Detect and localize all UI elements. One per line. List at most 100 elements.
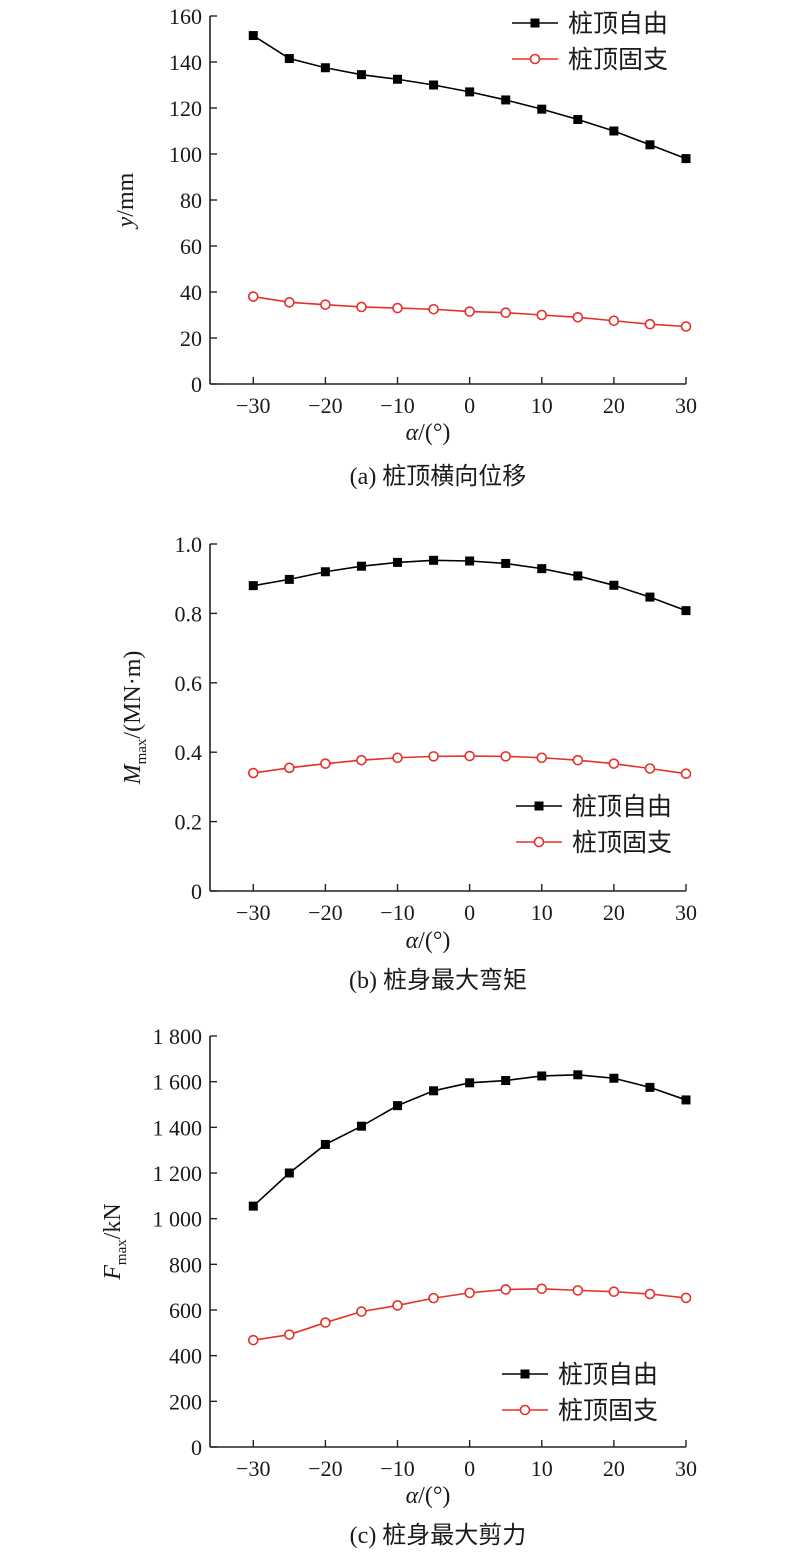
x-tick-label: −10 bbox=[380, 900, 414, 925]
legend-marker bbox=[534, 801, 544, 811]
data-point bbox=[428, 303, 439, 315]
data-point bbox=[573, 115, 583, 124]
series-2: 桩顶固支 bbox=[247, 750, 692, 857]
data-point bbox=[609, 1073, 619, 1083]
data-point bbox=[572, 311, 584, 323]
data-point bbox=[464, 1287, 475, 1299]
data-point bbox=[247, 767, 259, 779]
data-point bbox=[680, 768, 692, 780]
x-axis-title: α/(°) bbox=[406, 928, 451, 954]
data-point bbox=[284, 574, 294, 584]
x-tick-label: 20 bbox=[603, 393, 625, 418]
y-axis-title: Fmax/kN bbox=[100, 1203, 130, 1281]
data-point bbox=[392, 752, 403, 764]
data-point bbox=[393, 1101, 403, 1111]
data-point bbox=[645, 592, 655, 602]
data-point bbox=[284, 762, 295, 774]
y-tick-label: 20 bbox=[180, 326, 202, 351]
y-tick-label: 0 bbox=[191, 879, 202, 904]
data-point bbox=[608, 1286, 620, 1298]
data-point bbox=[537, 564, 547, 574]
x-tick-label: 10 bbox=[531, 393, 553, 418]
data-point bbox=[428, 751, 439, 762]
legend-marker bbox=[529, 53, 541, 65]
y-tick-label: 0 bbox=[191, 1435, 202, 1460]
data-point bbox=[429, 1086, 439, 1096]
data-point bbox=[356, 561, 366, 571]
data-point bbox=[572, 754, 584, 766]
chart-caption: (a) 桩顶横向位移 bbox=[350, 463, 527, 490]
data-point bbox=[248, 581, 258, 591]
y-tick-label: 400 bbox=[169, 1344, 202, 1369]
data-point bbox=[681, 154, 691, 164]
data-point bbox=[608, 315, 620, 327]
x-tick-label: −30 bbox=[236, 393, 270, 418]
data-point bbox=[247, 1334, 259, 1346]
y-tick-label: 1 600 bbox=[153, 1070, 203, 1095]
data-point bbox=[573, 571, 583, 581]
y-tick-label: 60 bbox=[180, 234, 202, 259]
data-point bbox=[284, 297, 295, 308]
y-tick-label: 0.6 bbox=[175, 671, 203, 696]
x-tick-label: −30 bbox=[236, 1456, 270, 1481]
data-point bbox=[573, 1070, 583, 1080]
series-line bbox=[253, 559, 687, 612]
x-tick-label: 20 bbox=[603, 1456, 625, 1481]
data-point bbox=[392, 1300, 403, 1311]
y-tick-label: 140 bbox=[169, 50, 202, 75]
data-point bbox=[356, 70, 366, 80]
y-tick-label: 1 200 bbox=[153, 1161, 203, 1186]
data-point bbox=[644, 318, 656, 330]
y-tick-label: 1 000 bbox=[153, 1207, 203, 1232]
y-tick-label: 200 bbox=[169, 1389, 202, 1414]
data-point bbox=[320, 63, 330, 73]
y-tick-label: 1.0 bbox=[175, 532, 203, 557]
data-point bbox=[356, 1306, 367, 1317]
y-tick-label: 800 bbox=[169, 1252, 202, 1277]
data-point bbox=[681, 606, 691, 616]
data-point bbox=[537, 1071, 547, 1081]
chart-caption: (b) 桩身最大弯矩 bbox=[349, 967, 527, 994]
data-point bbox=[609, 580, 619, 590]
data-point bbox=[356, 301, 367, 313]
data-point bbox=[248, 31, 258, 41]
series-2: 桩顶固支 bbox=[247, 1283, 692, 1425]
legend-label: 桩顶自由 bbox=[572, 793, 672, 821]
data-point bbox=[609, 126, 619, 136]
y-tick-label: 0.8 bbox=[175, 601, 203, 626]
data-point bbox=[465, 87, 475, 97]
y-tick-label: 600 bbox=[169, 1298, 202, 1323]
x-tick-label: 10 bbox=[531, 1456, 553, 1481]
data-point bbox=[681, 1095, 691, 1105]
data-point bbox=[356, 754, 367, 766]
x-tick-label: −20 bbox=[308, 393, 342, 418]
chart-caption: (c) 桩身最大剪力 bbox=[350, 1522, 527, 1549]
legend-marker bbox=[520, 1369, 530, 1379]
data-point bbox=[248, 1201, 258, 1211]
data-point bbox=[608, 758, 620, 769]
y-axis-title: Mmax/(MN·m) bbox=[120, 651, 150, 786]
x-tick-label: −10 bbox=[380, 1456, 414, 1481]
x-tick-label: 0 bbox=[464, 393, 475, 418]
data-point bbox=[320, 1139, 330, 1149]
legend-label: 桩顶自由 bbox=[558, 1361, 658, 1389]
data-point bbox=[500, 307, 511, 319]
data-point bbox=[501, 558, 511, 568]
data-point bbox=[284, 1329, 295, 1340]
y-tick-label: 0.4 bbox=[175, 740, 203, 765]
data-point bbox=[320, 299, 331, 310]
legend-label: 桩顶固支 bbox=[568, 46, 668, 74]
data-point bbox=[429, 555, 439, 565]
data-point bbox=[320, 758, 331, 769]
x-tick-label: 30 bbox=[675, 393, 697, 418]
y-tick-label: 40 bbox=[180, 280, 202, 305]
data-point bbox=[429, 80, 439, 90]
data-point bbox=[644, 1288, 656, 1300]
data-point bbox=[392, 302, 403, 314]
y-tick-label: 0 bbox=[191, 372, 202, 397]
data-point bbox=[572, 1285, 584, 1296]
data-point bbox=[465, 1078, 475, 1088]
chart-3: −30 −20 −10 0 10 20 30 0 200 400 600 800 1 000 1 200 1… bbox=[100, 1024, 697, 1549]
legend-label: 桩顶固支 bbox=[558, 1397, 658, 1425]
data-point bbox=[537, 104, 547, 114]
